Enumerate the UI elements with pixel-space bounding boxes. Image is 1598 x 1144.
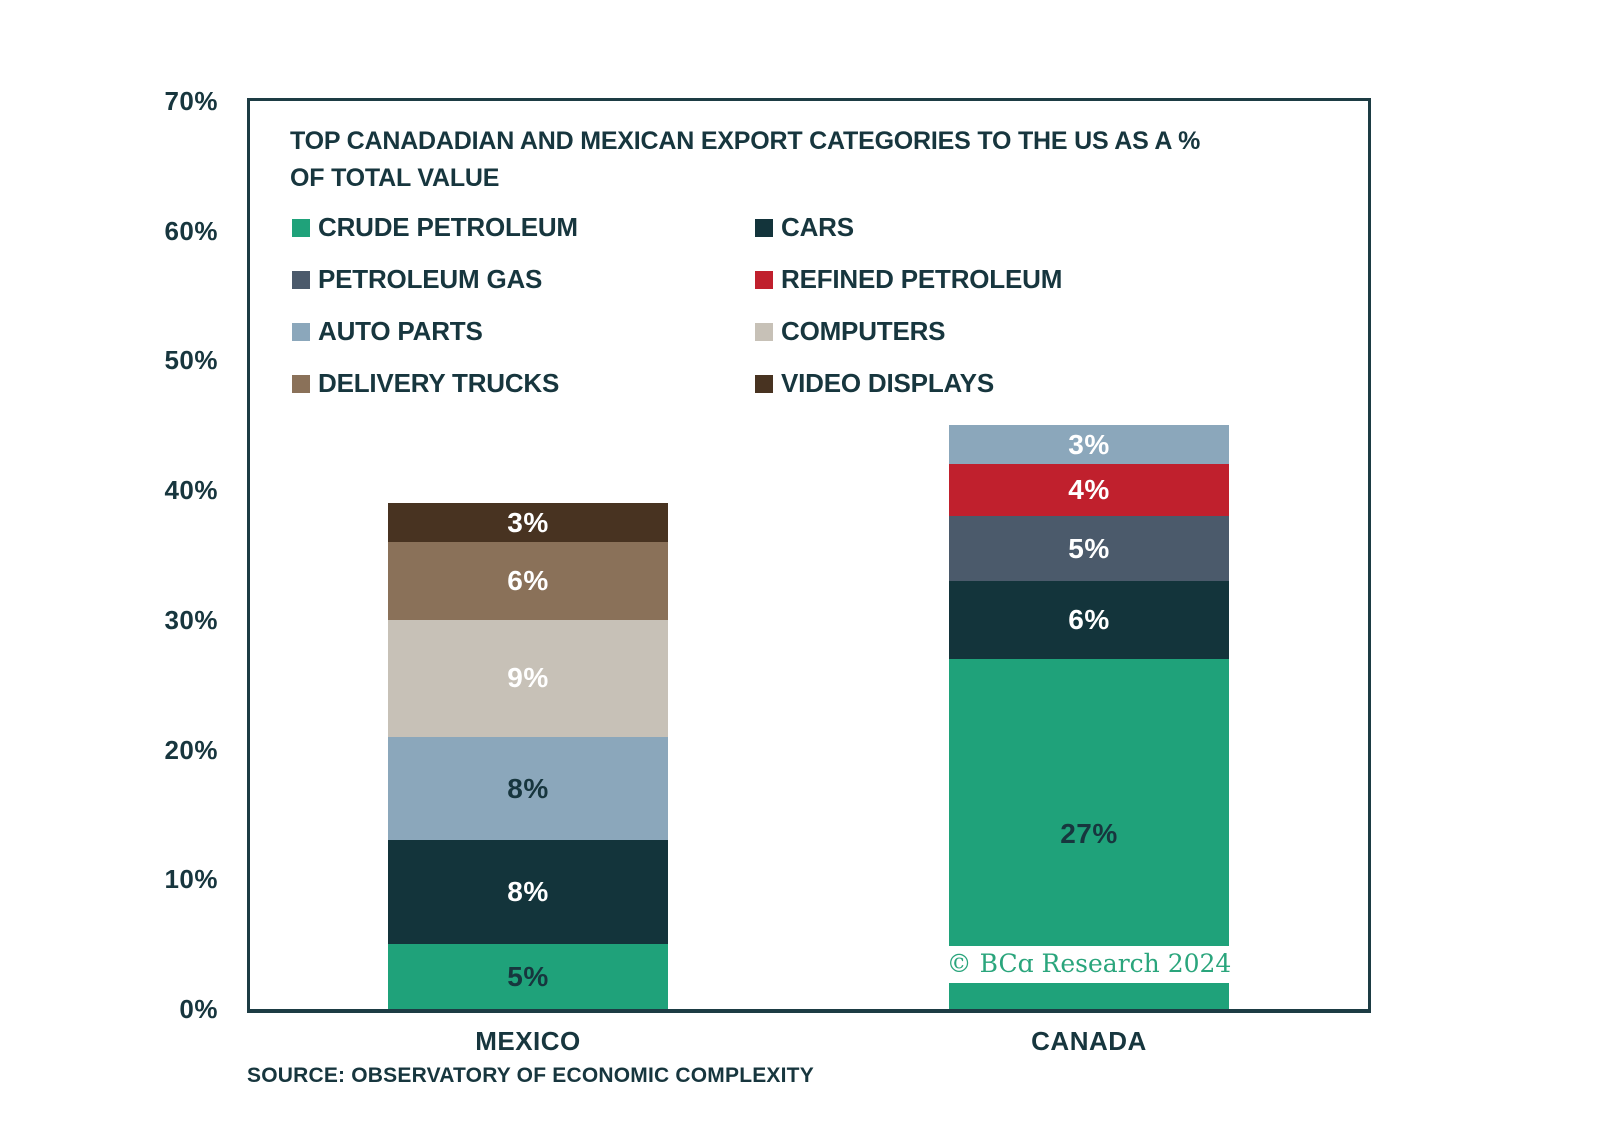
legend-label: COMPUTERS xyxy=(781,316,946,346)
legend-item-computers: COMPUTERS xyxy=(755,316,1062,346)
segment-value-label: 6% xyxy=(1068,603,1110,635)
legend-item-refined-petroleum: REFINED PETROLEUM xyxy=(755,264,1063,294)
legend-swatch-icon xyxy=(292,374,310,393)
legend-item-auto-parts: AUTO PARTS xyxy=(292,316,755,346)
watermark: © BCɑ Research 2024 xyxy=(936,946,1242,983)
legend-swatch-icon xyxy=(292,270,310,289)
legend-label: CARS xyxy=(781,212,854,242)
legend-label: REFINED PETROLEUM xyxy=(781,264,1063,294)
legend-swatch-icon xyxy=(755,218,773,237)
segment-value-label: 8% xyxy=(507,772,549,804)
bar-segment-mexico-auto-parts: 8% xyxy=(388,736,668,841)
segment-value-label: 3% xyxy=(1068,428,1110,460)
segment-value-label: 27% xyxy=(1060,817,1118,849)
legend-item-petroleum-gas: PETROLEUM GAS xyxy=(292,264,755,294)
legend-item-crude-petroleum: CRUDE PETROLEUM xyxy=(292,212,755,242)
y-tick-label: 10% xyxy=(164,864,218,895)
bar-segment-canada-auto-parts: 3% xyxy=(949,425,1229,465)
bar-mexico: 5% 8% 8% 9% 6% 3% xyxy=(388,503,668,1009)
y-tick-label: 60% xyxy=(164,215,218,246)
x-label-mexico: MEXICO xyxy=(475,1026,581,1056)
watermark-prefix: © BC xyxy=(946,949,1018,978)
y-tick-label: 50% xyxy=(164,345,218,376)
legend-item-video-displays: VIDEO DISPLAYS xyxy=(755,368,1062,398)
segment-value-label: 6% xyxy=(507,564,549,596)
source-note: SOURCE: OBSERVATORY OF ECONOMIC COMPLEXI… xyxy=(247,1064,814,1087)
y-tick-label: 20% xyxy=(164,734,218,765)
legend-label: DELIVERY TRUCKS xyxy=(318,368,560,398)
segment-value-label: 4% xyxy=(1068,474,1110,506)
watermark-suffix: Research 2024 xyxy=(1033,949,1232,978)
legend-label: AUTO PARTS xyxy=(318,316,483,346)
plot-area: TOP CANADADIAN AND MEXICAN EXPORT CATEGO… xyxy=(247,98,1371,1013)
segment-value-label: 5% xyxy=(1068,532,1110,564)
legend-swatch-icon xyxy=(755,270,773,289)
legend-label: PETROLEUM GAS xyxy=(318,264,543,294)
segment-value-label: 8% xyxy=(507,876,549,908)
legend-label: CRUDE PETROLEUM xyxy=(318,212,578,242)
watermark-alpha-glyph: ɑ xyxy=(1017,949,1034,978)
y-tick-label: 70% xyxy=(164,86,218,116)
chart-title: TOP CANADADIAN AND MEXICAN EXPORT CATEGO… xyxy=(290,127,1201,192)
legend-swatch-icon xyxy=(292,218,310,237)
legend: CRUDE PETROLEUM CARS PETROLEUM GAS REFINED … xyxy=(292,212,1063,398)
y-tick-label: 0% xyxy=(179,994,218,1024)
bar-canada: 27% 6% 5% 4% 3% xyxy=(949,425,1229,1009)
bar-segment-mexico-video-displays: 3% xyxy=(388,503,668,543)
legend-item-cars: CARS xyxy=(755,212,1062,242)
bar-segment-mexico-delivery-trucks: 6% xyxy=(388,542,668,620)
bar-segment-canada-refined-petroleum: 4% xyxy=(949,464,1229,517)
bar-segment-mexico-computers: 9% xyxy=(388,619,668,737)
segment-value-label: 5% xyxy=(507,960,549,992)
segment-value-label: 3% xyxy=(507,506,549,538)
legend-label: VIDEO DISPLAYS xyxy=(781,368,994,398)
bar-segment-mexico-cars: 8% xyxy=(388,840,668,945)
x-label-canada: CANADA xyxy=(1031,1026,1147,1056)
bar-segment-canada-petroleum-gas: 5% xyxy=(949,516,1229,581)
legend-item-delivery-trucks: DELIVERY TRUCKS xyxy=(292,368,755,398)
segment-value-label: 9% xyxy=(507,662,549,694)
bar-segment-mexico-crude-petroleum: 5% xyxy=(388,944,668,1009)
legend-swatch-icon xyxy=(755,374,773,393)
y-tick-label: 30% xyxy=(164,604,218,635)
y-tick-label: 40% xyxy=(164,475,218,506)
legend-swatch-icon xyxy=(755,322,773,341)
legend-swatch-icon xyxy=(292,322,310,341)
bar-segment-canada-cars: 6% xyxy=(949,580,1229,659)
